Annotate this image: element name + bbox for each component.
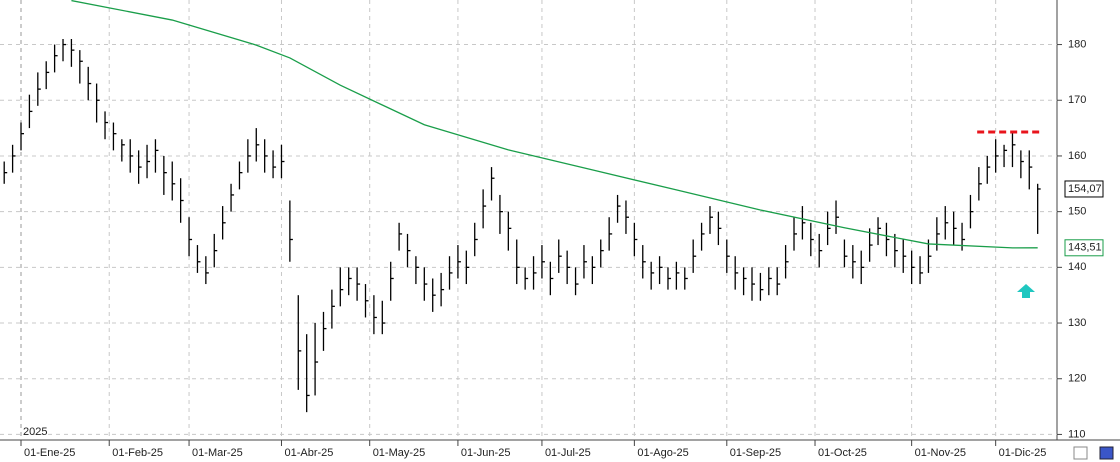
y-tick-label: 130 [1068, 317, 1086, 329]
y-tick-label: 160 [1068, 150, 1086, 162]
x-tick-label: 01-Jul-25 [545, 447, 591, 459]
x-tick-label: 01-Feb-25 [112, 447, 163, 459]
x-tick-label: 01-Ago-25 [637, 447, 688, 459]
x-tick-label: 01-Nov-25 [915, 447, 966, 459]
x-tick-label: 01-Jun-25 [461, 447, 511, 459]
y-tick-label: 150 [1068, 206, 1086, 218]
moving-average [71, 0, 1038, 249]
x-tick-label: 01-Dic-25 [999, 447, 1047, 459]
y-tick-label: 180 [1068, 38, 1086, 50]
last-ma-box [1064, 239, 1104, 257]
y-tick-label: 110 [1068, 428, 1086, 440]
x-tick-label: 01-Oct-25 [818, 447, 867, 459]
y-tick-label: 140 [1068, 261, 1086, 273]
last-price-box [1064, 180, 1104, 198]
zoom-icon[interactable] [1073, 446, 1088, 460]
last-price-label: 154,07 [1068, 183, 1102, 195]
y-tick-label: 170 [1068, 94, 1086, 106]
last-ma-label: 143,51 [1068, 242, 1102, 254]
y-tick-label: 120 [1068, 373, 1086, 385]
up-arrow [1017, 284, 1035, 298]
x-tick-label: 01-May-25 [373, 447, 426, 459]
x-tick-label: 01-Sep-25 [730, 447, 781, 459]
x-tick-label: 01-Mar-25 [192, 447, 243, 459]
x-tick-label: 01-Abr-25 [284, 447, 333, 459]
year-label: 2025 [23, 426, 47, 438]
save-icon[interactable] [1099, 446, 1114, 460]
x-tick-label: 01-Ene-25 [24, 447, 75, 459]
